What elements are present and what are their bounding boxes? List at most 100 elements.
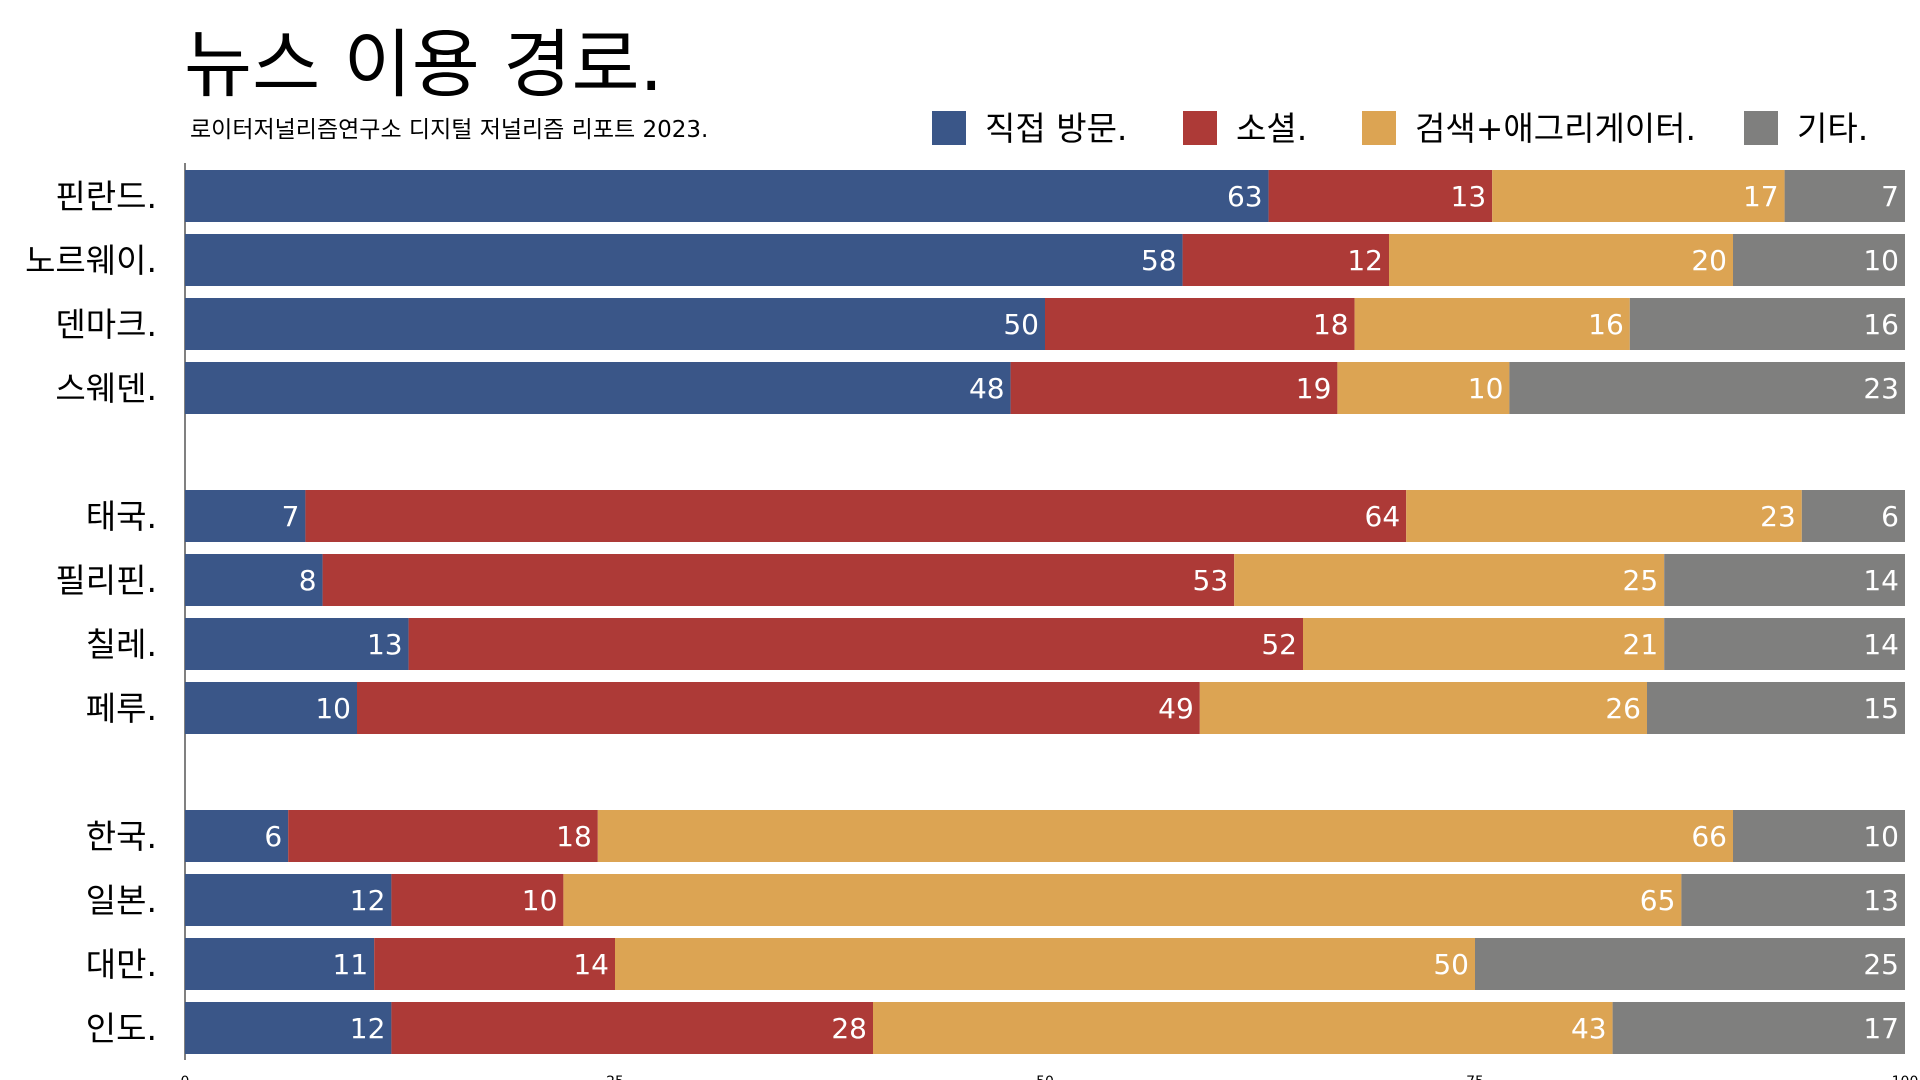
category-label-10: 대만. bbox=[86, 945, 157, 984]
bar-segment-series-0-0 bbox=[185, 170, 1269, 222]
category-label-11: 인도. bbox=[86, 1009, 157, 1048]
bar-segment-series-2-6 bbox=[1303, 618, 1665, 670]
bar-segment-series-1-0 bbox=[1268, 170, 1493, 222]
value-label-series-0-3: 48 bbox=[969, 372, 1005, 405]
bar-segment-series-2-7 bbox=[1199, 682, 1647, 734]
legend-item-2: 검색+애그리게이터. bbox=[1362, 109, 1696, 148]
category-label-2: 덴마크. bbox=[55, 305, 157, 344]
value-label-series-0-10: 11 bbox=[333, 948, 369, 981]
value-label-series-0-5: 8 bbox=[299, 564, 317, 597]
legend-swatch-2 bbox=[1362, 111, 1396, 145]
bar-row-4: 7 64 23 6 태국. bbox=[86, 490, 1905, 542]
value-label-series-1-6: 52 bbox=[1261, 628, 1297, 661]
bar-segment-series-0-10 bbox=[185, 938, 375, 990]
category-label-3: 스웨덴. bbox=[55, 369, 157, 408]
value-label-series-0-8: 6 bbox=[264, 820, 282, 853]
value-label-series-3-1: 10 bbox=[1863, 244, 1899, 277]
bar-segment-series-3-0 bbox=[1784, 170, 1905, 222]
bar-segment-series-3-1 bbox=[1733, 234, 1905, 286]
legend-item-0: 직접 방문. bbox=[932, 109, 1127, 148]
value-label-series-2-0: 17 bbox=[1743, 180, 1779, 213]
value-label-series-1-10: 14 bbox=[573, 948, 609, 981]
bar-segment-series-3-7 bbox=[1647, 682, 1905, 734]
bar-segment-series-2-5 bbox=[1234, 554, 1665, 606]
bar-row-11: 12 28 43 17 인도. bbox=[86, 1002, 1905, 1054]
legend-label-3: 기타. bbox=[1797, 109, 1868, 148]
value-label-series-0-9: 12 bbox=[350, 884, 386, 917]
bar-segment-series-1-8 bbox=[288, 810, 598, 862]
value-label-series-1-8: 18 bbox=[556, 820, 592, 853]
category-label-6: 칠레. bbox=[86, 625, 157, 664]
bar-segment-series-0-1 bbox=[185, 234, 1183, 286]
value-label-series-3-8: 10 bbox=[1863, 820, 1899, 853]
bar-segment-series-3-6 bbox=[1664, 618, 1905, 670]
value-label-series-3-2: 16 bbox=[1863, 308, 1899, 341]
bar-segment-series-2-11 bbox=[873, 1002, 1613, 1054]
value-label-series-3-9: 13 bbox=[1863, 884, 1899, 917]
value-label-series-0-6: 13 bbox=[367, 628, 403, 661]
value-label-series-3-7: 15 bbox=[1863, 692, 1899, 725]
value-label-series-1-9: 10 bbox=[522, 884, 558, 917]
value-label-series-3-6: 14 bbox=[1863, 628, 1899, 661]
bar-segment-series-2-10 bbox=[615, 938, 1475, 990]
bar-segment-series-1-3 bbox=[1010, 362, 1338, 414]
bar-segment-series-2-2 bbox=[1354, 298, 1630, 350]
bar-segment-series-1-10 bbox=[374, 938, 615, 990]
category-label-5: 필리핀. bbox=[55, 561, 157, 600]
value-label-series-2-8: 66 bbox=[1691, 820, 1727, 853]
value-label-series-0-1: 58 bbox=[1141, 244, 1177, 277]
bar-segment-series-2-4 bbox=[1406, 490, 1802, 542]
bar-row-5: 8 53 25 14 필리핀. bbox=[55, 554, 1905, 606]
value-label-series-1-0: 13 bbox=[1451, 180, 1487, 213]
bar-segment-series-2-0 bbox=[1492, 170, 1785, 222]
value-label-series-3-4: 6 bbox=[1881, 500, 1899, 533]
plot-area: 63 13 17 7 핀란드. 58 12 20 10 노르웨이. 50 18 16 16 덴마크. 48 19… bbox=[25, 163, 1918, 1080]
value-label-series-1-5: 53 bbox=[1193, 564, 1229, 597]
bar-segment-series-0-5 bbox=[185, 554, 323, 606]
value-label-series-2-2: 16 bbox=[1588, 308, 1624, 341]
bar-row-0: 63 13 17 7 핀란드. bbox=[55, 170, 1905, 222]
value-label-series-0-11: 12 bbox=[350, 1012, 386, 1045]
bar-segment-series-3-3 bbox=[1509, 362, 1905, 414]
bar-segment-series-0-3 bbox=[185, 362, 1011, 414]
value-label-series-2-6: 21 bbox=[1623, 628, 1659, 661]
bar-segment-series-3-10 bbox=[1475, 938, 1905, 990]
value-label-series-3-5: 14 bbox=[1863, 564, 1899, 597]
bar-row-10: 11 14 50 25 대만. bbox=[86, 938, 1905, 990]
legend-item-1: 소셜. bbox=[1183, 109, 1307, 148]
bar-segment-series-1-5 bbox=[322, 554, 1235, 606]
bar-row-3: 48 19 10 23 스웨덴. bbox=[55, 362, 1905, 414]
x-tick-label-1: 25 bbox=[606, 1074, 624, 1080]
bar-segment-series-0-2 bbox=[185, 298, 1045, 350]
value-label-series-1-4: 64 bbox=[1365, 500, 1401, 533]
value-label-series-2-9: 65 bbox=[1640, 884, 1676, 917]
bar-segment-series-1-2 bbox=[1045, 298, 1355, 350]
value-label-series-0-2: 50 bbox=[1003, 308, 1039, 341]
value-label-series-0-4: 7 bbox=[282, 500, 300, 533]
bar-segment-series-2-8 bbox=[597, 810, 1733, 862]
bar-segment-series-3-5 bbox=[1664, 554, 1905, 606]
value-label-series-0-7: 10 bbox=[315, 692, 351, 725]
bar-segment-series-0-6 bbox=[185, 618, 409, 670]
bar-segment-series-1-9 bbox=[391, 874, 564, 926]
x-tick-label-4: 100 bbox=[1892, 1074, 1919, 1080]
bar-segment-series-3-4 bbox=[1801, 490, 1905, 542]
bar-segment-series-0-11 bbox=[185, 1002, 392, 1054]
value-label-series-1-11: 28 bbox=[831, 1012, 867, 1045]
legend-label-0: 직접 방문. bbox=[985, 109, 1127, 148]
bar-segment-series-3-9 bbox=[1681, 874, 1905, 926]
category-label-4: 태국. bbox=[86, 497, 157, 536]
bar-segment-series-0-7 bbox=[185, 682, 357, 734]
bar-row-2: 50 18 16 16 덴마크. bbox=[55, 298, 1905, 350]
bar-row-6: 13 52 21 14 칠레. bbox=[86, 618, 1905, 670]
value-label-series-2-5: 25 bbox=[1623, 564, 1659, 597]
value-label-series-2-3: 10 bbox=[1468, 372, 1504, 405]
x-tick-label-3: 75 bbox=[1466, 1074, 1484, 1080]
legend-swatch-3 bbox=[1744, 111, 1778, 145]
bar-row-1: 58 12 20 10 노르웨이. bbox=[25, 234, 1905, 286]
bar-segment-series-1-4 bbox=[305, 490, 1407, 542]
bar-segment-series-1-6 bbox=[408, 618, 1304, 670]
value-label-series-2-1: 20 bbox=[1691, 244, 1727, 277]
value-label-series-3-3: 23 bbox=[1863, 372, 1899, 405]
legend-label-1: 소셜. bbox=[1236, 109, 1307, 148]
